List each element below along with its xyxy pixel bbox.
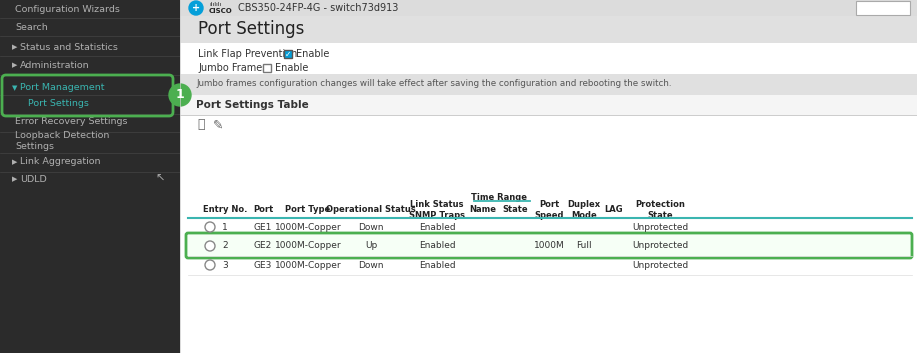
Text: Port Management: Port Management bbox=[20, 84, 105, 92]
FancyBboxPatch shape bbox=[263, 64, 271, 72]
Text: ▶: ▶ bbox=[12, 44, 17, 50]
Text: Duplex
Mode: Duplex Mode bbox=[568, 200, 601, 220]
Text: Unprotected: Unprotected bbox=[632, 222, 688, 232]
FancyBboxPatch shape bbox=[180, 95, 917, 115]
FancyBboxPatch shape bbox=[180, 43, 917, 118]
Text: Enable: Enable bbox=[296, 49, 329, 59]
Circle shape bbox=[205, 222, 215, 232]
Text: Operational Status: Operational Status bbox=[326, 205, 416, 215]
Text: Link Aggregation: Link Aggregation bbox=[20, 157, 101, 167]
FancyBboxPatch shape bbox=[284, 50, 292, 58]
Text: 1000M-Copper: 1000M-Copper bbox=[275, 241, 341, 251]
Circle shape bbox=[189, 1, 203, 15]
Text: Port
Speed: Port Speed bbox=[535, 200, 564, 220]
Text: State: State bbox=[503, 205, 528, 215]
Text: CISCO: CISCO bbox=[209, 8, 233, 14]
Text: Port Settings: Port Settings bbox=[28, 100, 89, 108]
Text: Enabled: Enabled bbox=[419, 261, 456, 269]
Text: ⧉: ⧉ bbox=[197, 119, 204, 132]
Text: ▶: ▶ bbox=[12, 159, 17, 165]
Text: Status and Statistics: Status and Statistics bbox=[20, 42, 118, 52]
Text: ↖: ↖ bbox=[155, 174, 164, 184]
FancyBboxPatch shape bbox=[180, 74, 917, 95]
Circle shape bbox=[169, 84, 191, 106]
Text: 1: 1 bbox=[222, 222, 228, 232]
Text: Up: Up bbox=[365, 241, 377, 251]
Text: Unprotected: Unprotected bbox=[632, 241, 688, 251]
FancyBboxPatch shape bbox=[180, 0, 917, 16]
Text: UDLD: UDLD bbox=[20, 174, 47, 184]
Text: ✎: ✎ bbox=[213, 119, 224, 132]
FancyBboxPatch shape bbox=[0, 0, 180, 353]
Text: Jumbo frames configuration changes will take effect after saving the configurati: Jumbo frames configuration changes will … bbox=[196, 79, 671, 89]
Text: Jumbo Frames:: Jumbo Frames: bbox=[198, 63, 271, 73]
Text: ▶: ▶ bbox=[12, 62, 17, 68]
Text: 2: 2 bbox=[222, 241, 227, 251]
Text: Time Range: Time Range bbox=[471, 192, 527, 202]
Text: Link Flap Prevention:: Link Flap Prevention: bbox=[198, 49, 301, 59]
Text: 3: 3 bbox=[222, 261, 228, 269]
Text: Configuration Wizards: Configuration Wizards bbox=[15, 6, 120, 14]
Text: Entry No.: Entry No. bbox=[203, 205, 248, 215]
Text: Unprotected: Unprotected bbox=[632, 261, 688, 269]
Text: Port Settings Table: Port Settings Table bbox=[196, 100, 309, 110]
Text: Enable: Enable bbox=[275, 63, 308, 73]
Text: Enabled: Enabled bbox=[419, 241, 456, 251]
Text: Down: Down bbox=[359, 261, 383, 269]
Text: Port Settings: Port Settings bbox=[198, 20, 304, 38]
Text: 1: 1 bbox=[176, 89, 184, 102]
Text: 1000M-Copper: 1000M-Copper bbox=[275, 222, 341, 232]
Text: GE3: GE3 bbox=[254, 261, 272, 269]
FancyBboxPatch shape bbox=[180, 16, 917, 43]
Text: Full: Full bbox=[576, 241, 591, 251]
Text: Down: Down bbox=[359, 222, 383, 232]
Text: GE2: GE2 bbox=[254, 241, 272, 251]
Text: Port: Port bbox=[253, 205, 273, 215]
Text: ▶: ▶ bbox=[12, 176, 17, 182]
Text: Name: Name bbox=[470, 205, 496, 215]
Text: Protection
State: Protection State bbox=[635, 200, 685, 220]
Text: GE1: GE1 bbox=[254, 222, 272, 232]
Text: Error Recovery Settings: Error Recovery Settings bbox=[15, 118, 127, 126]
FancyBboxPatch shape bbox=[180, 95, 917, 353]
Text: ılılılı: ılılılı bbox=[209, 2, 221, 7]
Circle shape bbox=[205, 260, 215, 270]
Text: 1000M: 1000M bbox=[534, 241, 564, 251]
Text: Enabled: Enabled bbox=[419, 222, 456, 232]
Text: Port Type: Port Type bbox=[285, 205, 331, 215]
Text: Administration: Administration bbox=[20, 60, 90, 70]
Text: Loopback Detection
Settings: Loopback Detection Settings bbox=[15, 131, 109, 151]
FancyBboxPatch shape bbox=[856, 1, 910, 15]
Text: CBS350-24FP-4G - switch73d913: CBS350-24FP-4G - switch73d913 bbox=[238, 3, 398, 13]
Circle shape bbox=[205, 241, 215, 251]
Text: +: + bbox=[192, 3, 200, 13]
Text: Search: Search bbox=[15, 23, 48, 31]
Text: ▼: ▼ bbox=[12, 85, 17, 91]
Text: LAG: LAG bbox=[604, 205, 624, 215]
Text: 1000M-Copper: 1000M-Copper bbox=[275, 261, 341, 269]
Text: Link Status
SNMP Traps: Link Status SNMP Traps bbox=[409, 200, 465, 220]
FancyBboxPatch shape bbox=[186, 233, 912, 258]
Text: ✓: ✓ bbox=[285, 49, 292, 59]
